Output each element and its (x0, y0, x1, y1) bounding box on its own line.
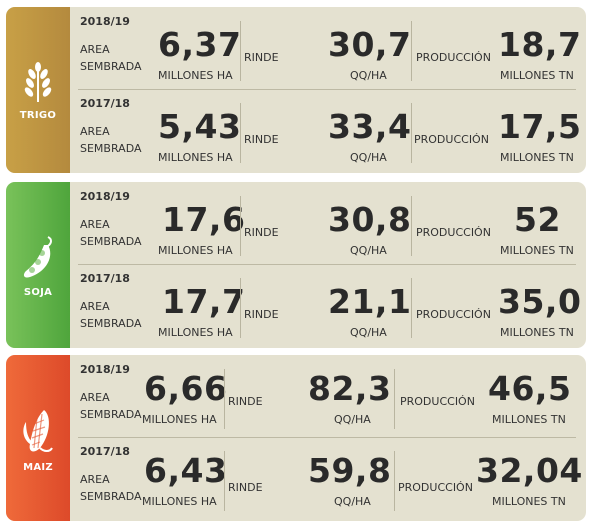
wheat-icon (18, 60, 58, 104)
season-year: 2018/19 (80, 363, 130, 376)
area-label: AREA SEMBRADA (80, 218, 142, 248)
produccion-value: 18,7 (498, 25, 582, 64)
area-unit: MILLONES HA (142, 495, 217, 508)
stats-row: 2017/18 AREA SEMBRADA 6,43 MILLONES HA RI… (72, 439, 586, 519)
area-value: 17,7 (162, 282, 246, 321)
row-divider (78, 437, 576, 438)
produccion-unit: MILLONES TN (492, 495, 566, 508)
rinde-label: RINDE (228, 395, 263, 408)
produccion-value: 52 (514, 200, 561, 239)
season-year: 2017/18 (80, 272, 130, 285)
area-label: AREA SEMBRADA (80, 125, 142, 155)
area-unit: MILLONES HA (158, 151, 233, 164)
produccion-label: PRODUCCIÓN (414, 133, 489, 146)
rinde-value: 82,3 (308, 369, 392, 408)
season-year: 2017/18 (80, 97, 130, 110)
area-label: AREA SEMBRADA (80, 391, 142, 421)
rinde-unit: QQ/HA (334, 413, 371, 426)
rinde-unit: QQ/HA (334, 495, 371, 508)
crop-card-maiz: MAIZ 2018/19 AREA SEMBRADA 6,66 MILLONES … (6, 355, 586, 521)
row-divider (78, 89, 576, 90)
area-label: AREA SEMBRADA (80, 300, 142, 330)
rinde-value: 21,1 (328, 282, 412, 321)
column-divider (394, 451, 395, 511)
produccion-label: PRODUCCIÓN (398, 481, 473, 494)
stats-row: 2017/18 AREA SEMBRADA 17,7 MILLONES HA RI… (72, 266, 586, 346)
produccion-label: PRODUCCIÓN (400, 395, 475, 408)
produccion-label: PRODUCCIÓN (416, 51, 491, 64)
area-value: 5,43 (158, 107, 242, 146)
column-divider (240, 278, 241, 338)
crop-name: SOJA (23, 286, 53, 298)
produccion-unit: MILLONES TN (500, 151, 574, 164)
rinde-label: RINDE (244, 133, 279, 146)
crop-card-trigo: TRIGO 2018/19 AREA SEMBRADA 6,37 MILLONES… (6, 7, 586, 173)
produccion-unit: MILLONES TN (500, 326, 574, 339)
rinde-label: RINDE (244, 308, 279, 321)
season-year: 2018/19 (80, 15, 130, 28)
column-divider (394, 369, 395, 429)
soybean-pod-icon (18, 233, 58, 281)
stats-row: 2018/19 AREA SEMBRADA 17,6 MILLONES HA RI… (72, 184, 586, 264)
rinde-value: 30,8 (328, 200, 412, 239)
area-unit: MILLONES HA (158, 326, 233, 339)
season-year: 2018/19 (80, 190, 130, 203)
rinde-label: RINDE (244, 51, 279, 64)
produccion-value: 35,0 (498, 282, 582, 321)
stats-row: 2018/19 AREA SEMBRADA 6,66 MILLONES HA RI… (72, 357, 586, 437)
crop-badge: TRIGO (6, 7, 70, 173)
column-divider (411, 21, 412, 81)
area-unit: MILLONES HA (158, 244, 233, 257)
area-unit: MILLONES HA (142, 413, 217, 426)
area-value: 6,43 (144, 451, 228, 490)
stats-row: 2017/18 AREA SEMBRADA 5,43 MILLONES HA RI… (72, 91, 586, 171)
area-value: 6,37 (158, 25, 242, 64)
crop-name: MAIZ (23, 461, 53, 473)
rinde-label: RINDE (228, 481, 263, 494)
crop-badge: MAIZ (6, 355, 70, 521)
season-year: 2017/18 (80, 445, 130, 458)
row-divider (78, 264, 576, 265)
area-label: AREA SEMBRADA (80, 473, 142, 503)
rinde-label: RINDE (244, 226, 279, 239)
produccion-unit: MILLONES TN (500, 244, 574, 257)
crop-card-soja: SOJA 2018/19 AREA SEMBRADA 17,6 MILLONES … (6, 182, 586, 348)
crop-name: TRIGO (19, 109, 57, 121)
crop-badge: SOJA (6, 182, 70, 348)
area-unit: MILLONES HA (158, 69, 233, 82)
column-divider (224, 451, 225, 511)
rinde-unit: QQ/HA (350, 69, 387, 82)
rinde-value: 33,4 (328, 107, 412, 146)
column-divider (411, 278, 412, 338)
column-divider (240, 103, 241, 163)
produccion-value: 46,5 (488, 369, 572, 408)
column-divider (411, 196, 412, 256)
column-divider (224, 369, 225, 429)
area-label: AREA SEMBRADA (80, 43, 142, 73)
column-divider (411, 103, 412, 163)
produccion-value: 17,5 (498, 107, 582, 146)
column-divider (240, 196, 241, 256)
area-value: 17,6 (162, 200, 246, 239)
produccion-label: PRODUCCIÓN (416, 308, 491, 321)
corn-icon (18, 404, 58, 456)
stats-row: 2018/19 AREA SEMBRADA 6,37 MILLONES HA RI… (72, 9, 586, 89)
produccion-unit: MILLONES TN (500, 69, 574, 82)
rinde-value: 59,8 (308, 451, 392, 490)
rinde-unit: QQ/HA (350, 151, 387, 164)
rinde-value: 30,7 (328, 25, 412, 64)
produccion-label: PRODUCCIÓN (416, 226, 491, 239)
produccion-unit: MILLONES TN (492, 413, 566, 426)
area-value: 6,66 (144, 369, 228, 408)
rinde-unit: QQ/HA (350, 244, 387, 257)
column-divider (240, 21, 241, 81)
rinde-unit: QQ/HA (350, 326, 387, 339)
produccion-value: 32,04 (476, 451, 583, 490)
